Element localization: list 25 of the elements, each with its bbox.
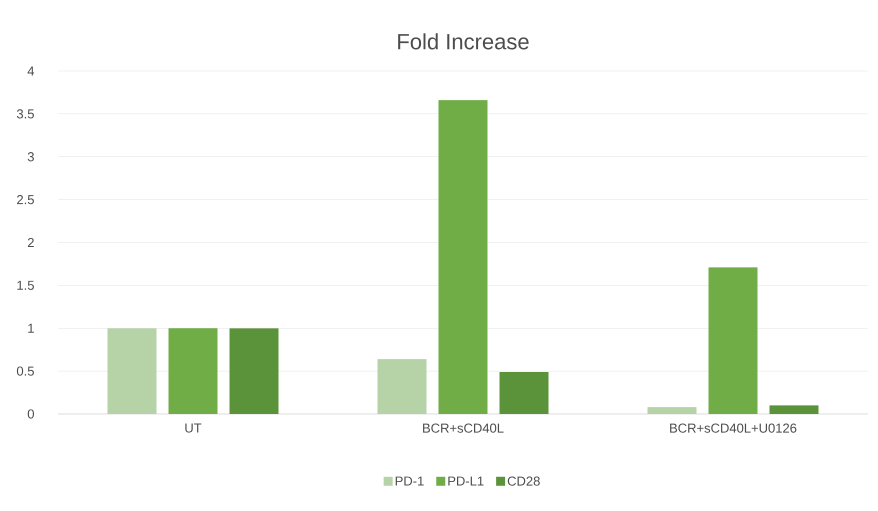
bar: [500, 372, 549, 414]
x-tick-label: BCR+sCD40L: [423, 424, 504, 433]
y-tick-label: 1.5: [17, 280, 34, 290]
y-tick-label: 2: [28, 238, 34, 248]
y-tick-label: 3: [28, 152, 34, 162]
y-tick-label: 3.5: [16, 109, 34, 118]
y-tick-label: 0.5: [16, 366, 34, 376]
bar: [230, 328, 279, 414]
y-tick-label: 0: [28, 409, 34, 419]
chart-title: Fold Increase: [398, 33, 529, 50]
y-tick-label: 2.5: [17, 195, 34, 204]
bar: [168, 328, 218, 414]
y-tick-label: 4: [28, 66, 34, 76]
y-tick-label: 1: [28, 324, 34, 333]
bar: [708, 267, 758, 414]
bar: [108, 328, 157, 414]
x-tick-label: UT: [185, 424, 202, 433]
legend-label: CD28: [508, 476, 540, 486]
legend-label: PD-L1: [448, 476, 484, 486]
bar: [770, 405, 818, 414]
legend-label: PD-1: [396, 476, 424, 486]
x-tick-label: BCR+sCD40L+U0126: [670, 424, 796, 433]
bar: [438, 100, 488, 414]
bar: [648, 407, 696, 414]
bar: [378, 359, 427, 414]
